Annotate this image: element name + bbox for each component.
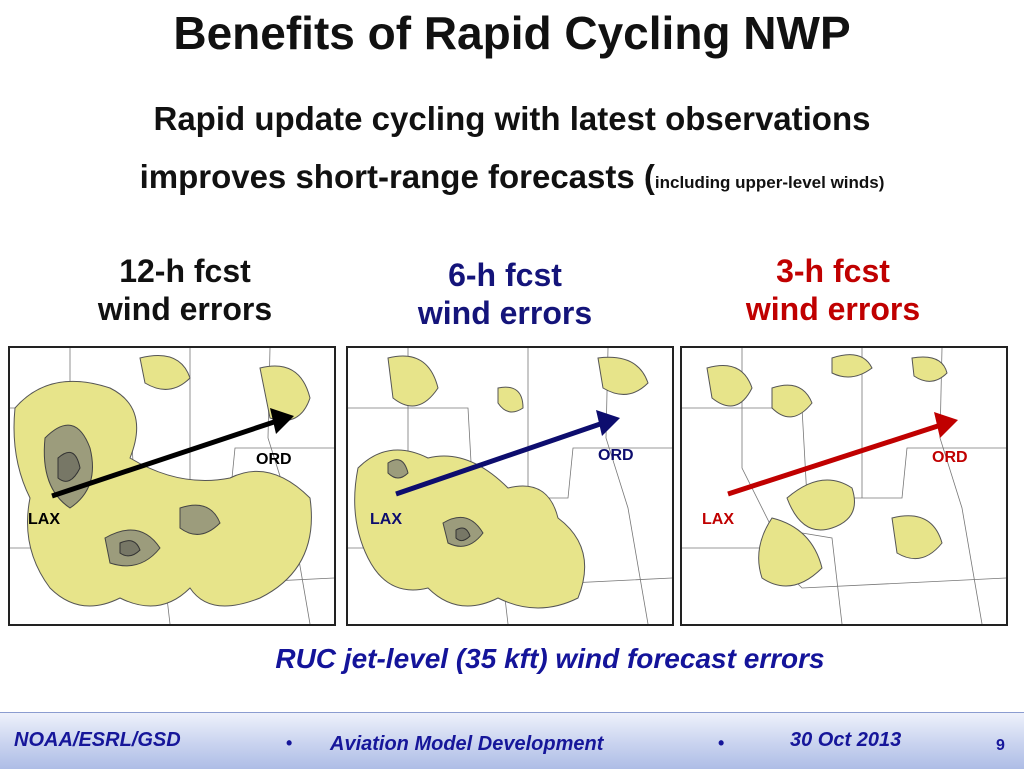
route-arrow-head-6h (596, 410, 620, 436)
destination-label-12h: ORD (256, 451, 292, 468)
page-number: 9 (996, 737, 1005, 754)
destination-label-3h: ORD (932, 449, 968, 466)
error-peak-contours (455, 527, 471, 542)
footer-org: NOAA/ESRL/GSD (14, 729, 181, 751)
destination-label-6h: ORD (598, 447, 634, 464)
panel-6h-header-line1: 6-h fcst (448, 257, 562, 293)
panel-6h-header: 6-h fcst wind errors (380, 256, 630, 332)
panel-12h-header: 12-h fcst wind errors (60, 252, 310, 328)
subtitle-line-1: Rapid update cycling with latest observa… (153, 100, 871, 137)
panel-6h-map: LAX ORD (346, 346, 674, 626)
error-contours (354, 355, 649, 609)
panel-3h-map: LAX ORD (680, 346, 1008, 626)
map-6h: LAX ORD (348, 348, 672, 624)
route-arrow-head-3h (934, 412, 958, 438)
panel-12h-header-line1: 12-h fcst (119, 253, 251, 289)
panel-12h-header-line2: wind errors (97, 291, 273, 327)
route-arrow-6h (395, 419, 607, 497)
panel-3h-header: 3-h fcst wind errors (708, 252, 958, 328)
origin-label-12h: LAX (28, 511, 60, 528)
error-peak-contours (57, 451, 141, 557)
route-arrow-head-12h (270, 408, 294, 434)
error-contours (13, 355, 312, 607)
origin-label-6h: LAX (370, 511, 402, 528)
panel-6h-header-line2: wind errors (417, 295, 593, 331)
panel-3h-header-line2: wind errors (745, 291, 921, 327)
route-arrow-3h (727, 421, 945, 497)
route-arrow-12h (51, 417, 281, 499)
footer-bullet-2: • (718, 733, 725, 753)
figure-caption: RUC jet-level (35 kft) wind forecast err… (275, 643, 825, 674)
footer-bullet-1: • (286, 733, 293, 753)
map-12h: LAX ORD (10, 348, 334, 624)
panel-3h-header-line1: 3-h fcst (776, 253, 890, 289)
origin-label-3h: LAX (702, 511, 734, 528)
panel-12h-map: LAX ORD (8, 346, 336, 626)
subtitle-line-2-note: including upper-level winds) (654, 173, 885, 192)
slide-footer: NOAA/ESRL/GSD • Aviation Model Developme… (0, 712, 1024, 769)
map-3h: LAX ORD (682, 348, 1006, 624)
footer-project: Aviation Model Development (330, 733, 604, 755)
error-contours (706, 354, 948, 587)
subtitle-line-2: improves short-range forecasts (includin… (0, 158, 1024, 196)
subtitle-line-2-main: improves short-range forecasts ( (139, 158, 655, 195)
footer-date: 30 Oct 2013 (790, 729, 902, 751)
slide-title: Benefits of Rapid Cycling NWP (173, 7, 851, 59)
